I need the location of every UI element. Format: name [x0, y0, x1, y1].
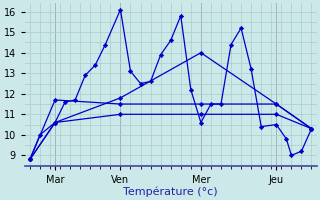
X-axis label: Température (°c): Température (°c) [124, 186, 218, 197]
